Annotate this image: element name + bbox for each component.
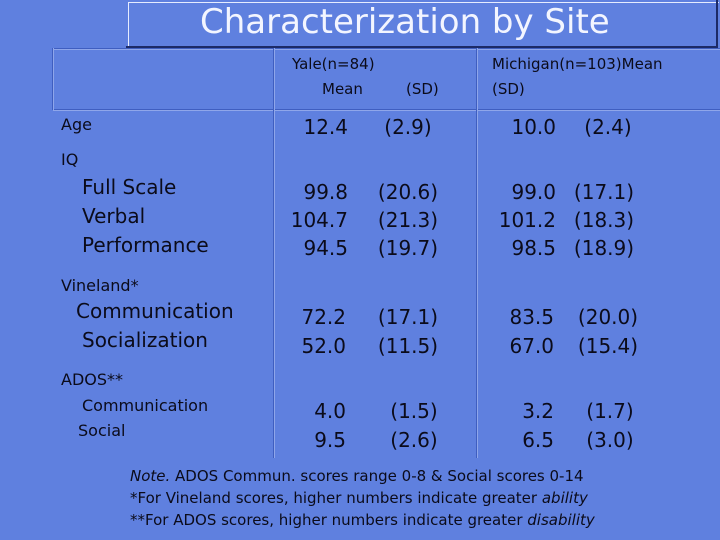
section-label-iq: IQ — [61, 150, 79, 169]
row-label-age: Age — [61, 115, 92, 134]
cell-performance-mich-sd: (18.9) — [573, 236, 635, 260]
cell-ados-communication-mich-mean: 3.2 — [522, 399, 554, 423]
cell-performance-mich-mean: 98.5 — [511, 236, 556, 260]
cell-verbal-mich-mean: 101.2 — [498, 208, 556, 232]
michigan-header: Michigan(n=103)Mean — [492, 55, 663, 73]
note-ados-emphasis: disability — [527, 511, 595, 529]
cell-vineland-communication-yale-mean: 72.2 — [301, 305, 346, 329]
cell-full-scale-mich-mean: 99.0 — [511, 180, 556, 204]
note-line-1: Note. ADOS Commun. scores range 0-8 & So… — [130, 467, 584, 485]
cell-vineland-communication-mich-mean: 83.5 — [509, 305, 554, 329]
note-line-2: *For Vineland scores, higher numbers ind… — [130, 489, 588, 507]
cell-verbal-yale-sd: (21.3) — [377, 208, 439, 232]
row-label-vineland-socialization: Socialization — [82, 328, 208, 352]
page-title: Characterization by Site — [200, 2, 610, 42]
cell-ados-social-mich-sd: (3.0) — [586, 428, 634, 452]
cell-verbal-mich-sd: (18.3) — [573, 208, 635, 232]
note-line-3: **For ADOS scores, higher numbers indica… — [130, 511, 595, 529]
cell-age-yale-sd: (2.9) — [384, 115, 432, 139]
cell-ados-communication-mich-sd: (1.7) — [586, 399, 634, 423]
note-ados-range: ADOS Commun. scores range 0-8 & Social s… — [170, 467, 584, 485]
cell-vineland-socialization-yale-mean: 52.0 — [301, 334, 346, 358]
title-frame — [126, 0, 718, 48]
row-label-full-scale: Full Scale — [82, 175, 177, 199]
cell-vineland-socialization-yale-sd: (11.5) — [377, 334, 439, 358]
yale-sd-header: (SD) — [406, 80, 439, 98]
cell-age-yale-mean: 12.4 — [303, 115, 348, 139]
cell-verbal-yale-mean: 104.7 — [290, 208, 348, 232]
cell-performance-yale-sd: (19.7) — [377, 236, 439, 260]
cell-ados-social-yale-mean: 9.5 — [314, 428, 346, 452]
cell-full-scale-yale-mean: 99.8 — [303, 180, 348, 204]
column-divider-label — [52, 48, 54, 110]
column-divider-michigan — [476, 48, 478, 458]
note-ados-text: **For ADOS scores, higher numbers indica… — [130, 511, 528, 529]
row-divider-header — [53, 109, 720, 111]
cell-vineland-communication-yale-sd: (17.1) — [377, 305, 439, 329]
cell-age-mich-mean: 10.0 — [511, 115, 556, 139]
cell-ados-communication-yale-mean: 4.0 — [314, 399, 346, 423]
cell-ados-communication-yale-sd: (1.5) — [390, 399, 438, 423]
cell-ados-social-yale-sd: (2.6) — [390, 428, 438, 452]
cell-vineland-communication-mich-sd: (20.0) — [577, 305, 639, 329]
cell-ados-social-mich-mean: 6.5 — [522, 428, 554, 452]
section-label-vineland: Vineland* — [61, 276, 139, 295]
row-label-verbal: Verbal — [82, 204, 146, 228]
yale-header: Yale(n=84) — [292, 55, 375, 73]
row-label-ados-social: Social — [78, 421, 126, 440]
cell-vineland-socialization-mich-sd: (15.4) — [577, 334, 639, 358]
note-vineland-emphasis: ability — [541, 489, 588, 507]
michigan-sd-header: (SD) — [492, 80, 525, 98]
row-label-vineland-communication: Communication — [76, 299, 234, 323]
cell-vineland-socialization-mich-mean: 67.0 — [509, 334, 554, 358]
cell-age-mich-sd: (2.4) — [584, 115, 632, 139]
column-divider-yale — [273, 48, 275, 458]
row-label-ados-communication: Communication — [82, 396, 209, 415]
table-border-top — [53, 48, 720, 50]
section-label-ados: ADOS** — [61, 370, 124, 389]
cell-full-scale-mich-sd: (17.1) — [573, 180, 635, 204]
cell-full-scale-yale-sd: (20.6) — [377, 180, 439, 204]
note-vineland-text: *For Vineland scores, higher numbers ind… — [130, 489, 542, 507]
yale-mean-header: Mean — [322, 80, 363, 98]
note-label: Note. — [130, 467, 171, 485]
row-label-performance: Performance — [82, 233, 209, 257]
cell-performance-yale-mean: 94.5 — [303, 236, 348, 260]
title-frame-highlight — [128, 2, 719, 47]
